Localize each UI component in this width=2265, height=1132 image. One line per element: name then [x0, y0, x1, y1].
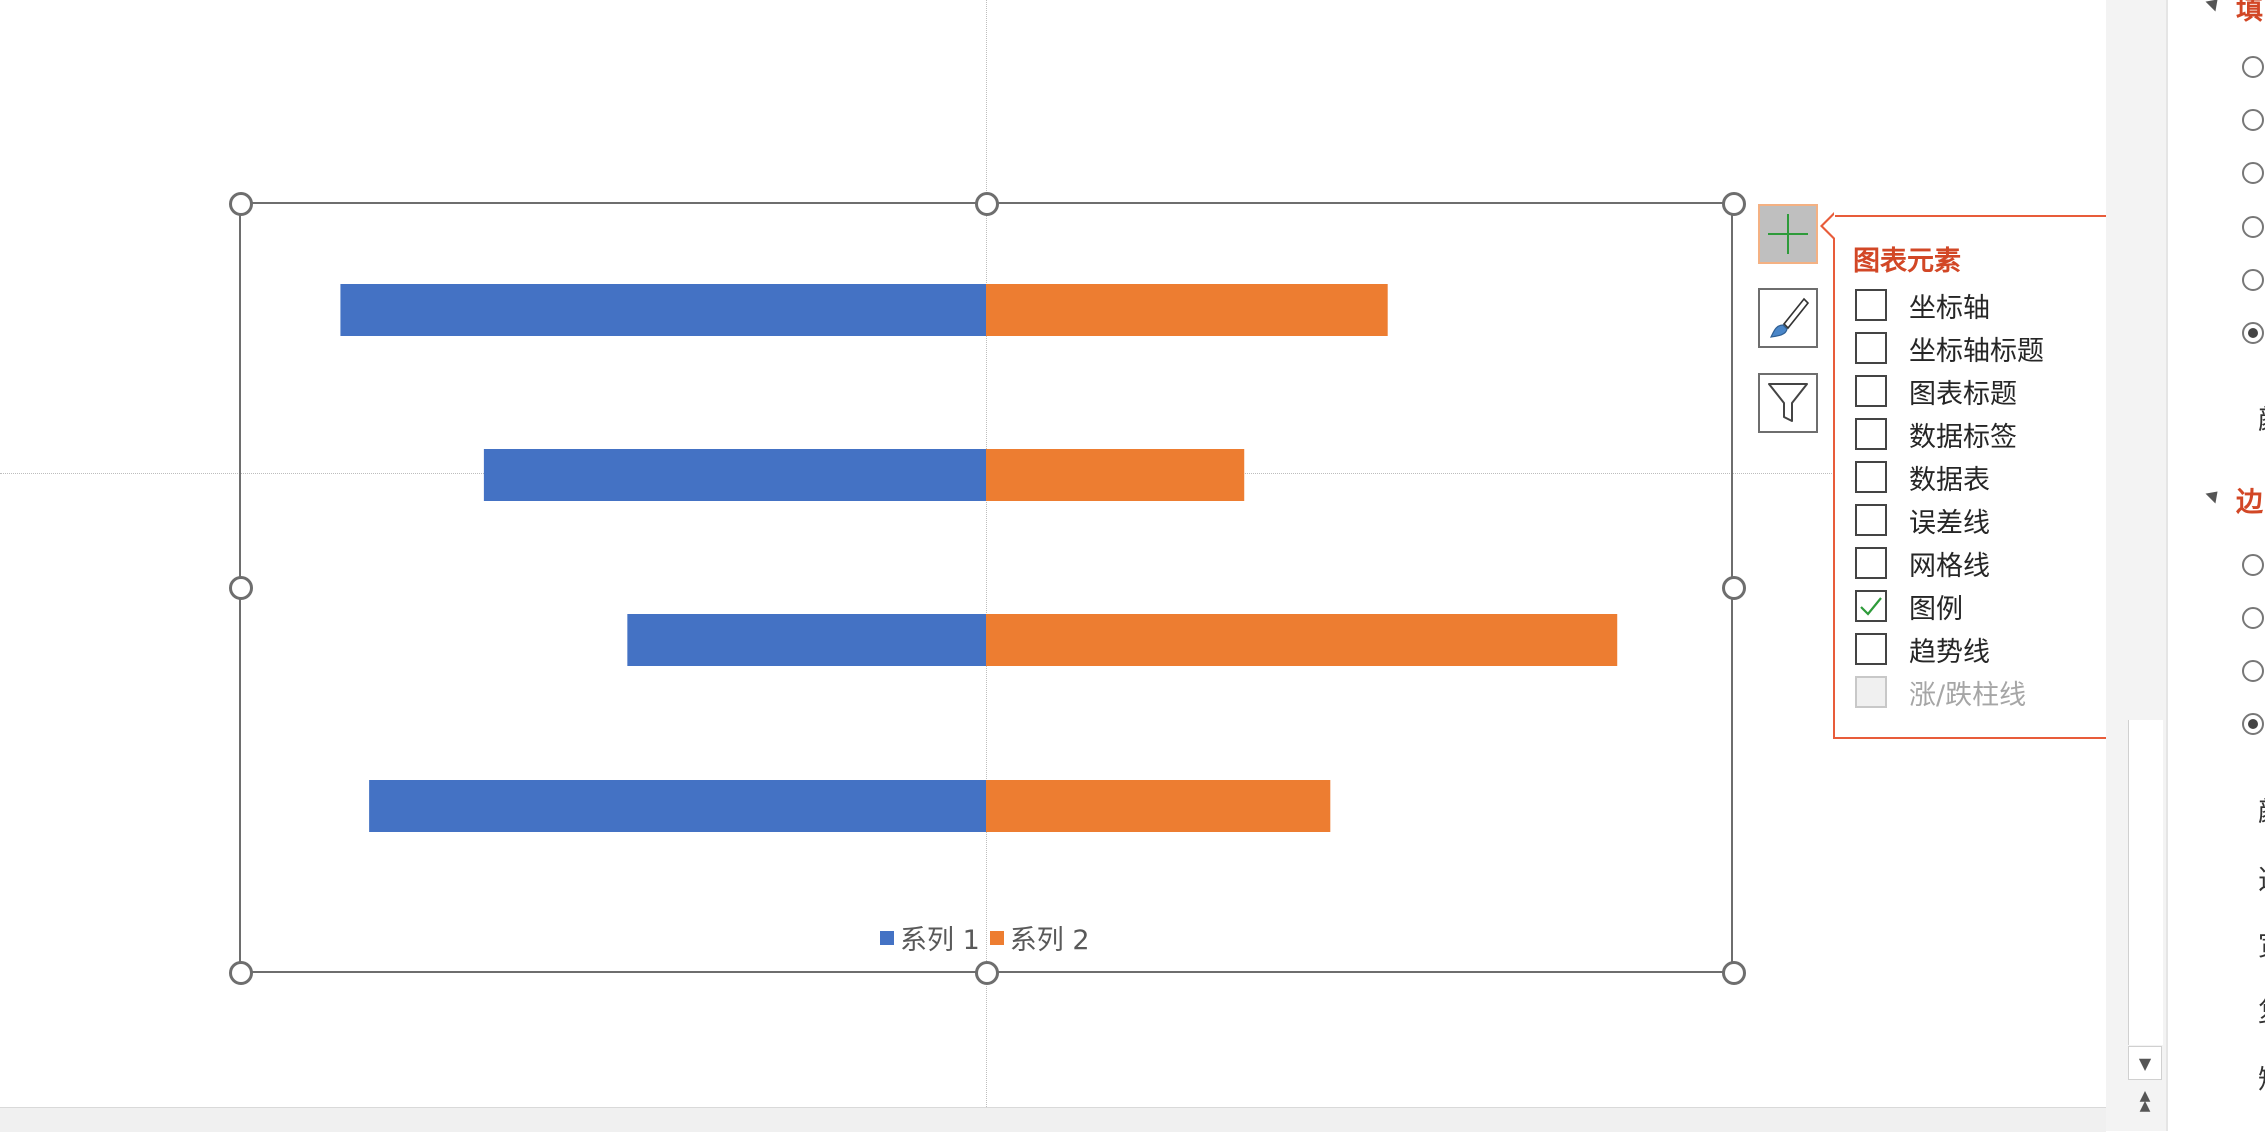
chart-element-checkbox-10	[1855, 676, 1887, 708]
chart-element-label-5: 数据表	[1909, 464, 1990, 496]
bar-series-1-category-4[interactable]	[369, 780, 987, 832]
resize-handle-top-right[interactable]	[1722, 192, 1746, 216]
border-option-radio-4[interactable]	[2242, 713, 2264, 735]
chart-element-option-7[interactable]: 网格线	[1855, 546, 1990, 582]
scrollbar-thumb[interactable]	[2128, 720, 2163, 1045]
legend-swatch-series-2	[989, 930, 1004, 945]
legend-swatch-series-1	[880, 930, 894, 945]
chart-element-label-4: 数据标签	[1909, 421, 2017, 453]
chart-element-option-8[interactable]: 图例	[1855, 589, 1963, 625]
brush-icon	[1769, 297, 1810, 338]
chart-element-option-4[interactable]: 数据标签	[1855, 417, 2017, 453]
chart-legend[interactable]: 系列 1 系列 2	[880, 918, 1090, 957]
resize-handle-right[interactable]	[1722, 576, 1746, 600]
bar-series-1-category-1[interactable]	[340, 284, 986, 336]
legend-label-series-2: 系列 2	[1009, 925, 1090, 956]
double-chevron-up-icon: ▲ ▲	[2139, 1088, 2151, 1114]
border-transparency-label: 透	[2258, 858, 2265, 897]
fill-option-radio-1[interactable]	[2242, 56, 2264, 78]
vertical-guide-line	[986, 0, 987, 1131]
border-compound-label: 复	[2258, 990, 2265, 1029]
chart-element-label-3: 图表标题	[1909, 378, 2017, 410]
chart-element-label-6: 误差线	[1909, 507, 1990, 539]
chart-element-option-9[interactable]: 趋势线	[1855, 632, 1990, 668]
fill-option-radio-4[interactable]	[2242, 216, 2264, 238]
bar-series-2-category-2[interactable]	[986, 449, 1245, 501]
chart-element-checkbox-6[interactable]	[1855, 504, 1887, 536]
chart-element-checkbox-7[interactable]	[1855, 547, 1887, 579]
chart-filters-button[interactable]	[1758, 373, 1818, 433]
legend-label-series-1: 系列 1	[900, 925, 980, 956]
chart-elements-button[interactable]	[1758, 204, 1818, 264]
bar-series-1-category-3[interactable]	[627, 614, 986, 666]
chart-element-option-2[interactable]: 坐标轴标题	[1855, 331, 2044, 367]
border-option-radio-1[interactable]	[2242, 554, 2264, 576]
popup-title: 图表元素	[1853, 246, 1961, 277]
chart-element-checkbox-8[interactable]	[1855, 590, 1887, 622]
fill-option-radio-6[interactable]	[2242, 322, 2264, 344]
bar-series-2-category-4[interactable]	[986, 780, 1331, 832]
chart-element-label-9: 趋势线	[1909, 636, 1990, 668]
checkmark-icon	[1860, 597, 1882, 616]
chart-element-label-8: 图例	[1909, 593, 1963, 625]
chart-element-label-1: 坐标轴	[1909, 292, 1990, 324]
fill-section-heading[interactable]: 填	[2236, 0, 2263, 26]
resize-handle-left[interactable]	[229, 576, 253, 600]
fill-option-radio-3[interactable]	[2242, 162, 2264, 184]
chart-element-option-1[interactable]: 坐标轴	[1855, 288, 1990, 324]
border-section-heading[interactable]: 边	[2236, 487, 2263, 518]
border-color-label: 颜	[2258, 790, 2265, 829]
resize-handle-bottom-right[interactable]	[1722, 961, 1746, 985]
chart-element-option-3[interactable]: 图表标题	[1855, 374, 2017, 410]
chevron-down-icon: ▼	[2138, 1053, 2152, 1073]
chart-element-checkbox-2[interactable]	[1855, 332, 1887, 364]
chart-element-label-2: 坐标轴标题	[1909, 335, 2044, 367]
slide-canvas[interactable]	[0, 0, 2106, 1107]
legend-item-series-2[interactable]: 系列 2	[989, 918, 1090, 957]
chart-element-checkbox-4[interactable]	[1855, 418, 1887, 450]
chart-element-option-10: 涨/跌柱线	[1855, 675, 2027, 711]
chart-element-option-5[interactable]: 数据表	[1855, 460, 1990, 496]
chart-element-checkbox-3[interactable]	[1855, 375, 1887, 407]
popup-pointer-fill	[1823, 214, 1835, 238]
funnel-icon	[1768, 383, 1808, 422]
border-dash-label: 短	[2258, 1058, 2265, 1097]
chart-element-checkbox-1[interactable]	[1855, 289, 1887, 321]
bar-chart	[340, 284, 1618, 832]
chart-element-label-7: 网格线	[1909, 550, 1990, 582]
fill-option-radio-5[interactable]	[2242, 269, 2264, 291]
border-option-radio-3[interactable]	[2242, 660, 2264, 682]
chart-styles-button[interactable]	[1758, 288, 1818, 348]
resize-handle-bottom-left[interactable]	[229, 961, 253, 985]
bar-series-2-category-3[interactable]	[986, 614, 1618, 666]
chart-element-checkbox-9[interactable]	[1855, 633, 1887, 665]
chart-element-label-10: 涨/跌柱线	[1909, 679, 2027, 711]
format-pane-divider	[2166, 0, 2168, 1131]
fill-color-label: 颜	[2258, 398, 2265, 437]
plus-icon	[1768, 214, 1808, 254]
bar-series-1-category-2[interactable]	[483, 449, 986, 501]
chart-element-option-6[interactable]: 误差线	[1855, 503, 1990, 539]
resize-handle-top-left[interactable]	[229, 192, 253, 216]
border-option-radio-2[interactable]	[2242, 607, 2264, 629]
horizontal-scrollbar[interactable]	[0, 1107, 2106, 1132]
fill-option-radio-2[interactable]	[2242, 109, 2264, 131]
chart-element-checkbox-5[interactable]	[1855, 461, 1887, 493]
legend-item-series-1[interactable]: 系列 1	[880, 918, 980, 957]
scroll-down-button[interactable]: ▼	[2128, 1046, 2162, 1080]
bar-series-2-category-1[interactable]	[986, 284, 1388, 336]
border-width-label: 宽	[2258, 924, 2265, 963]
resize-handle-bottom[interactable]	[975, 961, 999, 985]
resize-handle-top[interactable]	[975, 192, 999, 216]
previous-slide-button[interactable]: ▲ ▲	[2128, 1086, 2162, 1116]
